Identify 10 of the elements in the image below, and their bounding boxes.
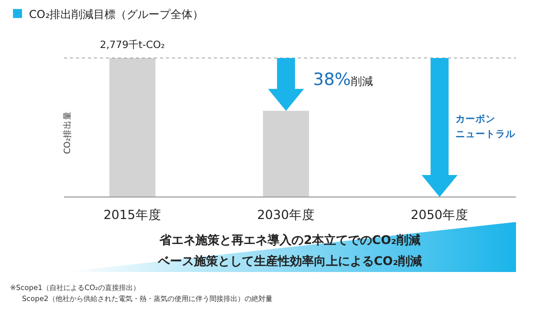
- x-tick-label: 2030年度: [257, 207, 315, 222]
- annotation: 2,779千t-CO₂: [100, 39, 165, 51]
- annotation: ニュートラル: [456, 129, 517, 140]
- chart-title: CO₂排出削減目標（グループ全体）: [29, 8, 204, 21]
- y-axis-title: CO₂排出量: [62, 110, 73, 154]
- text: ベース施策として生産性効率向上によるCO₂削減: [156, 254, 422, 268]
- annotation: 38%削減: [313, 70, 373, 90]
- annotation: カーボン: [456, 113, 496, 125]
- x-tick-label: 2050年度: [410, 207, 469, 222]
- x-tick-label: 2015年度: [103, 207, 162, 222]
